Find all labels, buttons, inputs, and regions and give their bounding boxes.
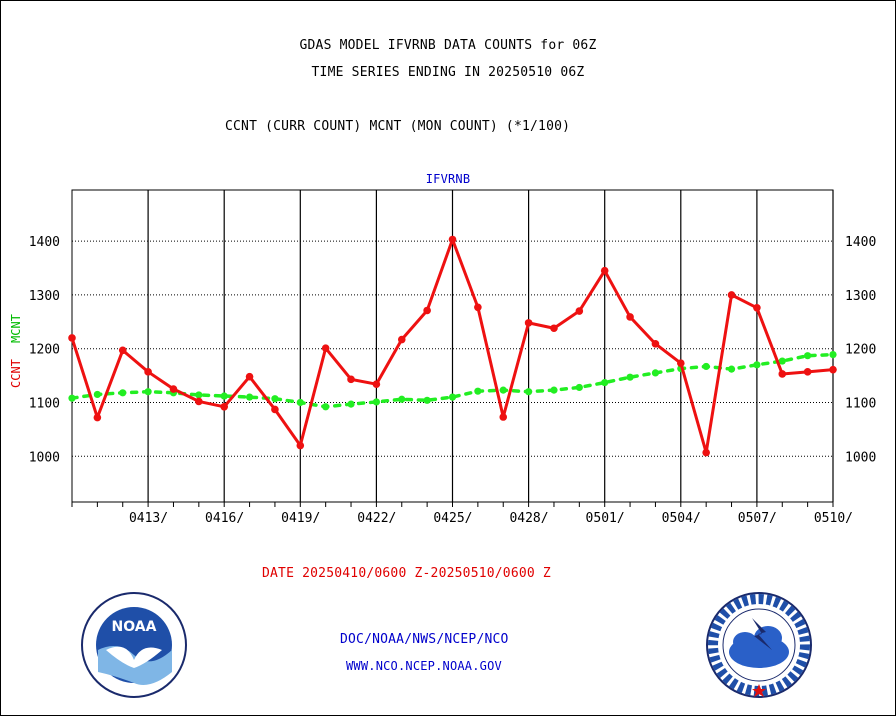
x-tick-label: 0416/ <box>205 511 244 526</box>
ccnt-point <box>144 368 152 376</box>
x-tick-label: 0504/ <box>662 511 701 526</box>
x-tick-label: 0419/ <box>281 511 320 526</box>
nws-logo <box>706 592 812 698</box>
x-tick-label: 0510/ <box>814 511 853 526</box>
y-tick-label: 1300 <box>845 289 876 304</box>
y-tick-label: 1400 <box>845 235 876 250</box>
mcnt-point <box>296 398 304 407</box>
ccnt-point <box>474 303 482 312</box>
ccnt-point <box>423 306 431 315</box>
mcnt-point <box>119 389 127 397</box>
y-axis-left: 1000 1100 1200 1300 1400 <box>29 235 60 465</box>
org-website: WWW.NCO.NCEP.NOAA.GOV <box>346 659 502 673</box>
mcnt-point <box>829 351 837 359</box>
mcnt-point <box>626 373 634 381</box>
ccnt-point <box>93 413 102 422</box>
y-tick-label: 1300 <box>29 289 60 304</box>
mcnt-point <box>423 396 431 404</box>
ccnt-point <box>651 340 660 348</box>
ccnt-point <box>677 359 685 368</box>
ccnt-point <box>524 319 533 327</box>
ccnt-point <box>499 413 508 421</box>
mcnt-point <box>93 390 101 399</box>
mcnt-point <box>702 362 710 371</box>
x-tick-label: 0425/ <box>433 511 472 526</box>
ccnt-point <box>702 448 710 457</box>
ccnt-point <box>321 344 330 352</box>
ccnt-point <box>550 324 558 333</box>
ccnt-point <box>778 370 787 378</box>
mcnt-point <box>195 391 203 399</box>
mcnt-point <box>804 352 812 360</box>
mcnt-point <box>474 387 482 395</box>
ccnt-point <box>626 313 634 321</box>
x-tick-label: 0501/ <box>586 511 625 526</box>
y-tick-label: 1100 <box>845 396 876 411</box>
mcnt-point <box>525 388 533 396</box>
y-axis-label-mcnt: MCNT <box>9 314 23 343</box>
ccnt-point <box>347 375 355 384</box>
noaa-logo-text: NOAA <box>112 619 157 635</box>
y-tick-label: 1200 <box>845 343 876 358</box>
mcnt-point <box>398 395 406 403</box>
chart-title-line-2: TIME SERIES ENDING IN 20250510 06Z <box>311 65 585 80</box>
mcnt-point <box>550 386 558 394</box>
x-tick-label: 0413/ <box>129 511 168 526</box>
y-tick-label: 1200 <box>29 343 60 358</box>
org-line-1: DOC/NOAA/NWS/NCEP/NCO <box>340 632 509 647</box>
ccnt-point <box>397 335 406 344</box>
y-tick-label: 1000 <box>29 450 60 465</box>
ccnt-point <box>271 405 279 414</box>
mcnt-point <box>575 383 583 392</box>
mcnt-point <box>322 403 330 411</box>
y-tick-label: 1000 <box>845 450 876 465</box>
ccnt-point <box>245 372 254 381</box>
mcnt-point <box>753 361 761 369</box>
mcnt-point <box>68 394 76 402</box>
date-range: DATE 20250410/0600 Z-20250510/0600 Z <box>262 566 551 581</box>
x-tick-label: 0428/ <box>509 511 548 526</box>
ccnt-point <box>118 346 127 355</box>
ccnt-point <box>372 380 381 388</box>
series-ccnt <box>68 235 837 457</box>
x-tick-label: 0422/ <box>357 511 396 526</box>
mcnt-point <box>144 388 152 396</box>
mcnt-point <box>220 392 228 400</box>
y-tick-label: 1100 <box>29 396 60 411</box>
noaa-logo: NOAA <box>81 592 187 698</box>
ccnt-point <box>448 235 457 244</box>
ccnt-point <box>803 368 812 376</box>
x-tick-label: 0507/ <box>738 511 777 526</box>
x-axis: 0413/0416/0419/0422/0425/0428/0501/0504/… <box>71 502 853 526</box>
ccnt-point <box>220 402 228 411</box>
ccnt-point <box>829 365 837 374</box>
chart-title: GDAS MODEL IFVRNB DATA COUNTS for 06Z <box>299 38 597 53</box>
mcnt-point <box>499 386 507 394</box>
y-axis-label-ccnt: CCNT <box>9 359 23 388</box>
panel-label: IFVRNB <box>425 172 471 186</box>
chart-subtitle: CCNT (CURR COUNT) MCNT (MON COUNT) (*1/1… <box>225 119 571 134</box>
mcnt-point <box>601 378 609 387</box>
ccnt-point <box>296 441 305 450</box>
mcnt-point <box>271 395 279 403</box>
ccnt-point <box>600 266 609 275</box>
ccnt-point <box>195 397 203 406</box>
mcnt-point <box>727 365 736 373</box>
ccnt-point <box>169 385 178 393</box>
y-axis-right: 1000 1100 1200 1300 1400 <box>845 235 876 465</box>
mcnt-point <box>651 369 660 377</box>
y-tick-label: 1400 <box>29 235 60 250</box>
ccnt-point <box>727 291 736 299</box>
ccnt-point <box>68 334 76 342</box>
mcnt-point <box>372 398 380 406</box>
mcnt-point <box>448 393 457 401</box>
mcnt-point <box>778 357 786 365</box>
mcnt-point <box>245 393 254 401</box>
mcnt-point <box>347 400 355 408</box>
ccnt-point <box>575 307 584 315</box>
ccnt-point <box>753 304 761 312</box>
